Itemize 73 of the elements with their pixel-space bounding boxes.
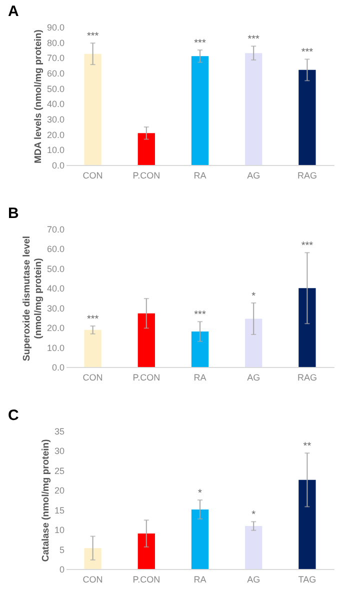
annotation: *** — [301, 240, 314, 252]
x-tick-label: P.CON — [132, 372, 160, 382]
x-tick-label: RA — [194, 574, 206, 584]
y-tick-label: 80.0 — [46, 38, 64, 48]
annotation: *** — [301, 47, 314, 58]
annotation: * — [252, 290, 256, 302]
y-tick-label: 60.0 — [46, 68, 64, 78]
annotation: ** — [303, 441, 312, 452]
y-tick-label: 0 — [59, 564, 64, 574]
y-tick-label: 40.0 — [46, 284, 64, 294]
y-tick-label: 0.0 — [52, 362, 64, 372]
bar — [138, 133, 155, 165]
y-tick-label: 90.0 — [46, 22, 64, 32]
y-tick-label: 20.0 — [46, 130, 64, 140]
bar — [138, 313, 155, 367]
bar — [84, 54, 102, 165]
x-tick-label: TAG — [298, 574, 316, 584]
bar — [245, 53, 262, 165]
x-tick-label: P.CON — [132, 170, 160, 180]
y-tick-label: 40.0 — [46, 99, 64, 110]
y-tick-label: 70.0 — [46, 53, 64, 64]
bar — [298, 70, 316, 165]
bar — [191, 509, 209, 569]
y-tick-label: 10.0 — [46, 145, 64, 156]
y-tick-label: 35 — [54, 426, 64, 436]
chart-title: C — [8, 407, 19, 424]
y-tick-label: 50.0 — [46, 264, 64, 274]
bar — [84, 548, 102, 569]
x-tick-label: P.CON — [132, 574, 160, 584]
x-tick-label: AG — [247, 170, 260, 180]
bar — [298, 480, 316, 569]
bar — [245, 526, 262, 569]
y-tick-label: 20.0 — [46, 323, 64, 334]
x-tick-label: CON — [82, 372, 103, 382]
chart-title: A — [8, 3, 19, 20]
y-tick-label: 10 — [54, 525, 64, 536]
bar — [191, 332, 209, 367]
y-tick-label: 15 — [54, 505, 64, 516]
x-tick-label: AG — [247, 372, 260, 382]
y-tick-label: 30 — [54, 446, 64, 456]
x-tick-label: RA — [194, 372, 206, 382]
y-tick-label: 30.0 — [46, 114, 64, 124]
annotation: *** — [86, 314, 99, 325]
x-tick-label: AG — [247, 574, 260, 584]
annotation: *** — [86, 31, 99, 42]
y-tick-label: 30.0 — [46, 303, 64, 314]
y-axis-title: Catalase (nmol/mg protein) — [40, 439, 52, 562]
annotation: *** — [194, 38, 206, 49]
x-tick-label: CON — [82, 170, 103, 180]
bar — [191, 56, 209, 165]
bar — [245, 318, 262, 367]
annotation: *** — [194, 310, 206, 321]
bar — [84, 330, 102, 367]
x-tick-label: CON — [82, 574, 103, 584]
x-tick-label: RAG — [297, 170, 317, 180]
chart-title: B — [8, 205, 19, 222]
y-tick-label: 60.0 — [46, 244, 64, 254]
y-axis-title: MDA levels (nmol/mg protein) — [32, 30, 44, 164]
bar — [298, 288, 316, 367]
y-tick-label: 50.0 — [46, 84, 64, 94]
y-tick-label: 70.0 — [46, 224, 64, 234]
y-tick-label: 25 — [54, 466, 64, 476]
annotation: *** — [248, 34, 260, 46]
x-tick-label: RAG — [297, 372, 317, 382]
y-tick-label: 20 — [54, 486, 64, 496]
annotation: * — [198, 488, 202, 499]
y-tick-label: 5 — [59, 544, 64, 555]
y-tick-label: 0.0 — [52, 160, 64, 170]
y-tick-label: 10.0 — [46, 342, 64, 353]
y-axis-title: Superoxide dismutase level (nmol/mg protein) — [21, 236, 44, 362]
bar — [138, 534, 155, 569]
x-tick-label: RA — [194, 170, 206, 180]
annotation: * — [252, 510, 256, 521]
